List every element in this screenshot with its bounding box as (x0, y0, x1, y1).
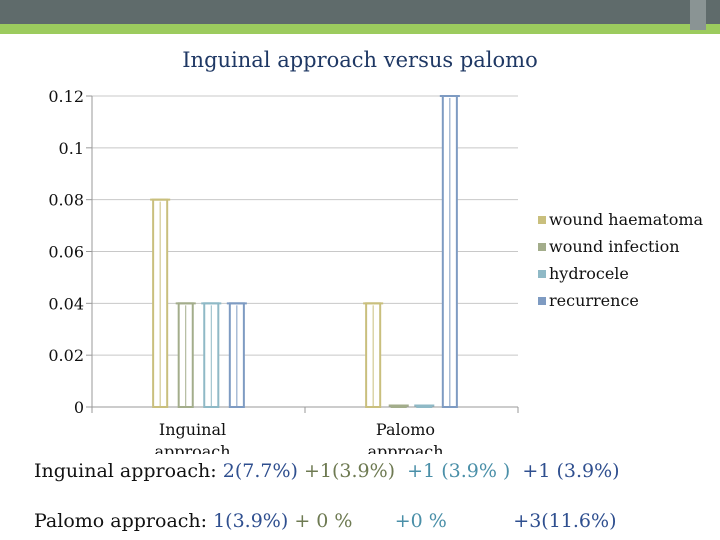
y-tick-label: 0.06 (48, 243, 84, 262)
x-tick-label: Inguinal (159, 420, 226, 439)
y-tick-label: 0.02 (48, 346, 84, 365)
legend-swatch (538, 270, 546, 278)
chart-legend: wound haematoma wound infection hydrocele r… (538, 210, 704, 310)
legend-label: hydrocele (549, 264, 629, 283)
y-tick-label: 0.08 (48, 191, 84, 210)
y-tick-label: 0 (74, 398, 84, 417)
legend-swatch (538, 297, 546, 305)
inguinal-summary-label: Inguinal approach: (34, 460, 223, 482)
x-tick-label: Palomo (376, 420, 435, 439)
palomo-summary-part-3: +0 % (394, 510, 514, 532)
inguinal-summary-line: Inguinal approach: 2(7.7%) +1(3.9%) +1 (… (34, 460, 620, 482)
y-tick-label: 0.04 (48, 294, 84, 313)
x-axis-labels: Inguinal approach Palomo approach (154, 420, 443, 454)
slide-corner-accent (690, 0, 706, 30)
legend-label: wound haematoma (549, 210, 704, 229)
x-tick-label: approach (367, 442, 443, 454)
bars-group (150, 95, 460, 409)
slide-header-band (0, 0, 720, 24)
palomo-summary-part-4: +3(11.6%) (513, 510, 617, 532)
inguinal-summary-part-4: +1 (3.9%) (522, 460, 620, 482)
inguinal-summary-part-1: 2(7.7%) (222, 460, 304, 482)
x-tick-label: approach (154, 442, 230, 454)
legend-label: recurrence (549, 291, 639, 310)
y-tick-label: 0.12 (48, 87, 84, 106)
inguinal-summary-part-3: +1 (3.9% ) (407, 460, 523, 482)
palomo-summary-label: Palomo approach: (34, 510, 214, 532)
legend-swatch (538, 243, 546, 251)
bar-chart: Inguinal approach versus palomo 0 0.02 0.0… (48, 48, 704, 454)
palomo-summary-line: Palomo approach: 1(3.9%) + 0 % +0 % +3(1… (34, 510, 617, 532)
slide-header-stripe (0, 24, 720, 34)
y-tick-label: 0.1 (59, 139, 84, 158)
palomo-summary-part-2: + 0 % (294, 510, 395, 532)
inguinal-summary-part-2: +1(3.9%) (303, 460, 408, 482)
chart-title: Inguinal approach versus palomo (182, 48, 537, 72)
y-axis-ticks: 0 0.02 0.04 0.06 0.08 0.1 0.12 (48, 87, 92, 417)
palomo-summary-part-1: 1(3.9%) (213, 510, 295, 532)
legend-swatch (538, 216, 546, 224)
legend-label: wound infection (549, 237, 680, 256)
